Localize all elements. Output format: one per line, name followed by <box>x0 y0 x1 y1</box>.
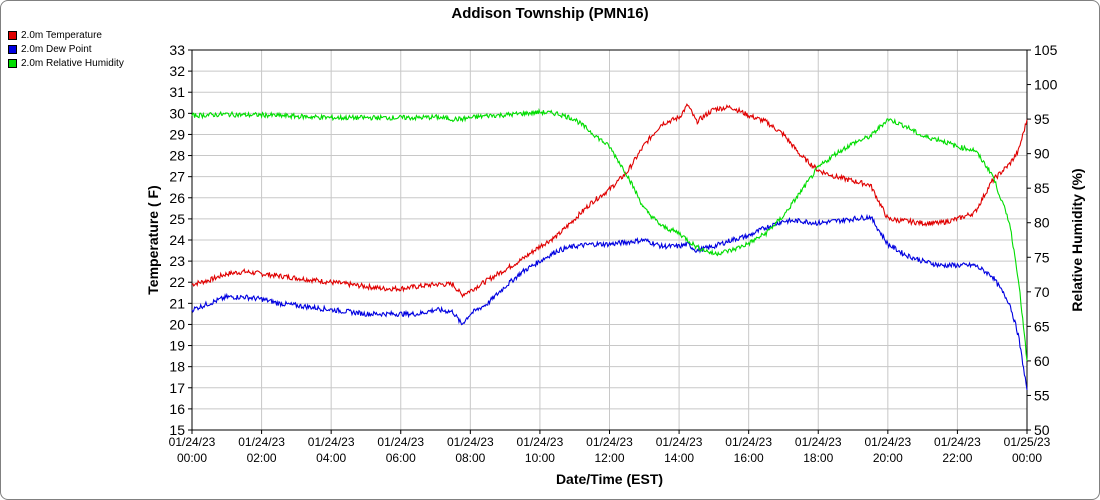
y-tick-label-left: 29 <box>169 126 185 142</box>
x-tick-label-date: 01/24/23 <box>308 435 355 449</box>
y-tick-label-right: 90 <box>1034 146 1050 162</box>
x-tick-label-date: 01/24/23 <box>656 435 703 449</box>
y-axis-right: 50 55 60 65 70 75 80 85 90 95 100 105 <box>1027 42 1058 438</box>
y-tick-label-left: 24 <box>169 232 185 248</box>
y-tick-label-left: 25 <box>169 211 185 227</box>
y-tick-label-left: 27 <box>169 169 185 185</box>
y-tick-label-left: 31 <box>169 84 185 100</box>
legend-label-dew-point: 2.0m Dew Point <box>21 43 92 55</box>
y-tick-label-left: 32 <box>169 63 185 79</box>
legend-item-dew-point: 2.0m Dew Point <box>8 42 124 56</box>
legend: 2.0m Temperature 2.0m Dew Point 2.0m Rel… <box>8 28 124 70</box>
x-tick-label-date: 01/24/23 <box>725 435 772 449</box>
x-axis-label: Date/Time (EST) <box>556 471 663 487</box>
y-tick-label-left: 19 <box>169 338 185 354</box>
series-temperature-line <box>191 103 1028 299</box>
x-tick-label-time: 06:00 <box>386 451 416 465</box>
x-tick-label-time: 14:00 <box>664 451 694 465</box>
x-tick-label-time: 02:00 <box>247 451 277 465</box>
series-dew-point-line <box>191 213 1028 390</box>
x-tick-label-time: 04:00 <box>316 451 346 465</box>
y-tick-label-right: 70 <box>1034 284 1050 300</box>
y-tick-label-right: 55 <box>1034 387 1050 403</box>
chart-title: Addison Township (PMN16) <box>451 5 648 22</box>
y-tick-label-right: 60 <box>1034 353 1050 369</box>
x-tick-label-date: 01/24/23 <box>934 435 981 449</box>
x-tick-label-date: 01/24/23 <box>795 435 842 449</box>
x-tick-label-date: 01/24/23 <box>447 435 494 449</box>
legend-label-temperature: 2.0m Temperature <box>21 29 102 41</box>
legend-swatch-temperature <box>8 30 17 40</box>
y-axis-label-right: Relative Humidity (%) <box>1069 168 1085 311</box>
y-tick-label-right: 80 <box>1034 215 1050 231</box>
x-tick-label-time: 16:00 <box>734 451 764 465</box>
x-tick-label-date: 01/24/23 <box>586 435 633 449</box>
y-axis-left: 15 16 17 18 19 20 21 22 23 24 25 26 27 28 29 30 31 32 33 <box>169 42 192 438</box>
y-tick-label-left: 21 <box>169 295 185 311</box>
series-group <box>191 103 1028 390</box>
x-tick-label-time: 20:00 <box>873 451 903 465</box>
y-tick-label-right: 100 <box>1034 77 1058 93</box>
y-tick-label-left: 18 <box>169 359 185 375</box>
x-tick-label-date: 01/24/23 <box>377 435 424 449</box>
legend-label-relative-humidity: 2.0m Relative Humidity <box>21 57 124 69</box>
series-relative-humidity-line <box>191 107 1028 361</box>
x-tick-label-date: 01/24/23 <box>169 435 216 449</box>
y-tick-label-left: 23 <box>169 253 185 269</box>
y-tick-label-left: 30 <box>169 105 185 121</box>
y-tick-label-left: 22 <box>169 274 185 290</box>
x-tick-label-date: 01/24/23 <box>517 435 564 449</box>
x-tick-label-time: 10:00 <box>525 451 555 465</box>
x-tick-label-time: 18:00 <box>803 451 833 465</box>
x-tick-label-time: 08:00 <box>455 451 485 465</box>
y-tick-label-left: 26 <box>169 190 185 206</box>
y-axis-label-left: Temperature ( F) <box>145 185 161 294</box>
legend-swatch-relative-humidity <box>8 58 17 68</box>
legend-item-relative-humidity: 2.0m Relative Humidity <box>8 56 124 70</box>
x-tick-label-date: 01/25/23 <box>1004 435 1051 449</box>
y-tick-label-right: 75 <box>1034 249 1050 265</box>
x-tick-label-time: 00:00 <box>1012 451 1042 465</box>
y-tick-label-left: 16 <box>169 401 185 417</box>
y-tick-label-right: 65 <box>1034 318 1050 334</box>
x-axis: 01/24/23 00:00 01/24/23 02:00 01/24/23 04:00 0… <box>169 430 1051 465</box>
y-tick-label-right: 105 <box>1034 42 1058 58</box>
y-tick-label-right: 50 <box>1034 422 1050 438</box>
y-tick-label-right: 95 <box>1034 111 1050 127</box>
x-tick-label-date: 01/24/23 <box>238 435 285 449</box>
y-tick-label-left: 17 <box>169 380 185 396</box>
y-tick-label-right: 85 <box>1034 180 1050 196</box>
x-tick-label-time: 22:00 <box>942 451 972 465</box>
y-tick-label-left: 28 <box>169 148 185 164</box>
y-tick-label-left: 33 <box>169 42 185 58</box>
legend-swatch-dew-point <box>8 44 17 54</box>
x-tick-label-time: 00:00 <box>177 451 207 465</box>
y-tick-label-left: 15 <box>169 422 185 438</box>
x-tick-label-date: 01/24/23 <box>864 435 911 449</box>
legend-item-temperature: 2.0m Temperature <box>8 28 124 42</box>
y-tick-label-left: 20 <box>169 316 185 332</box>
x-tick-label-time: 12:00 <box>594 451 624 465</box>
